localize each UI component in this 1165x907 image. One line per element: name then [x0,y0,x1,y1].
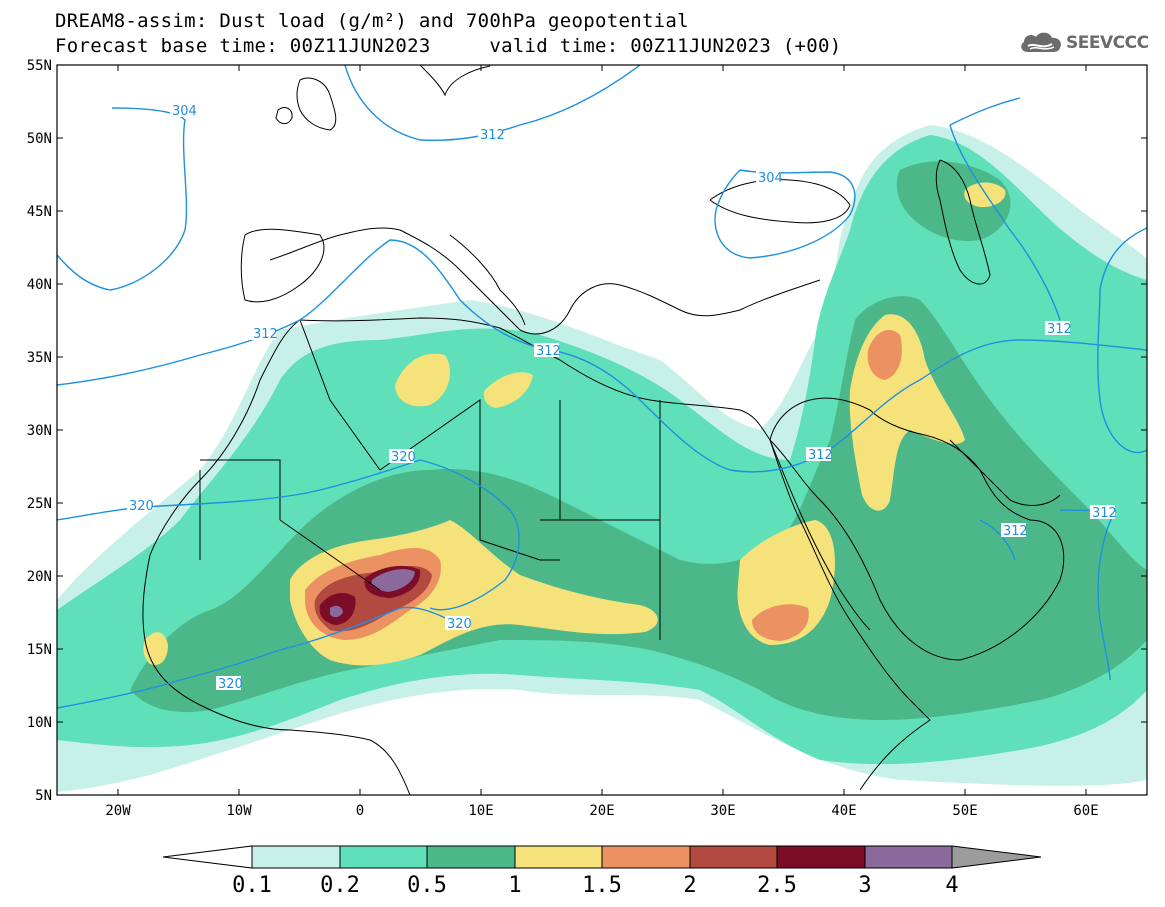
contour-label: 312 [808,448,833,463]
lon-label: 40E [831,803,856,819]
contour-label: 320 [129,499,154,514]
colorbar [162,845,1042,869]
colorbar-label: 0.2 [320,873,360,898]
coastlines [142,65,1065,795]
dust-band-1-algeria [395,353,450,407]
contour-312-west [57,239,1147,473]
lon-label: 30E [710,803,735,819]
dust-band-3 [371,569,415,592]
colorbar-over-triangle [951,845,1042,869]
lon-label: 20E [589,803,614,819]
colorbar-label: 1 [508,873,521,898]
contour-label: 304 [758,171,783,186]
lat-label: 20N [27,569,52,585]
lat-label: 30N [27,423,52,439]
contour-label: 312 [1092,506,1117,521]
lat-label: 5N [35,788,52,804]
lat-label: 55N [27,58,52,74]
dust-band-3-b [330,605,343,618]
dust-band-1.5-east [752,604,809,641]
colorbar-label: 0.5 [407,873,447,898]
contour-label: 320 [391,450,416,465]
axis-ticks [57,64,1147,795]
contour-labels: 304 312 312 304 312 312 312 320 320 320 … [127,103,1117,692]
colorbar-label: 2 [683,873,696,898]
colorbar-label: 4 [945,873,958,898]
contour-label: 312 [480,128,505,143]
colorbar-segment [339,845,428,869]
forecast-time-line: Forecast base time: 00Z11JUN2023 valid t… [55,35,842,57]
dust-band-1-libya [483,372,533,408]
dust-band-1.5-iraq [867,330,902,380]
colorbar-label: 0.1 [232,873,272,898]
lon-label: 10E [468,803,493,819]
dust-band-0.5-ne [896,161,1011,241]
cloud-icon [1021,32,1061,52]
contour-label: 304 [172,104,197,119]
colorbar-labels: 0.1 0.2 0.5 1 1.5 2 2.5 3 4 [232,873,959,898]
contour-312-east [949,97,1061,321]
dust-band-1-caspian [964,182,1006,208]
contour-label: 320 [447,617,472,632]
lat-label: 40N [27,277,52,293]
contour-label: 312 [1047,322,1072,337]
colorbar-segment [426,845,516,869]
colorbar-segment [776,845,866,869]
lon-label: 20W [105,803,131,819]
lat-label: 35N [27,350,52,366]
colorbar-segment [689,845,778,869]
longitude-labels: 20W 10W 0 10E 20E 30E 40E 50E 60E [105,803,1098,819]
lat-label: 15N [27,642,52,658]
seevccc-logo: SEEVCCC [1018,28,1149,58]
contour-label: 312 [253,327,278,342]
colorbar-segment [251,845,341,869]
lon-label: 0 [356,803,364,819]
colorbar-label: 2.5 [757,873,797,898]
lat-label: 10N [27,715,52,731]
contour-label: 312 [1003,524,1028,539]
lon-label: 60E [1073,803,1098,819]
contour-304-east [714,169,856,259]
colorbar-label: 1.5 [582,873,622,898]
contour-label: 312 [536,344,561,359]
lat-label: 45N [27,204,52,220]
contour-320-north [57,459,520,611]
lon-label: 50E [952,803,977,819]
lat-label: 50N [27,131,52,147]
contour-312-east2 [1097,227,1147,454]
map-title: DREAM8-assim: Dust load (g/m²) and 700hP… [55,10,689,32]
logo-text: SEEVCCC [1066,33,1149,53]
lat-label: 25N [27,496,52,512]
contour-320-south [57,606,461,709]
latitude-labels: 55N 50N 45N 40N 35N 30N 25N 20N 15N 10N … [27,58,52,804]
lon-label: 10W [226,803,252,819]
colorbar-label: 3 [858,873,871,898]
colorbar-under-triangle [162,845,253,869]
colorbar-segment [864,845,953,869]
colorbar-segment [514,845,603,869]
contour-label: 320 [218,677,243,692]
colorbar-segment [601,845,691,869]
